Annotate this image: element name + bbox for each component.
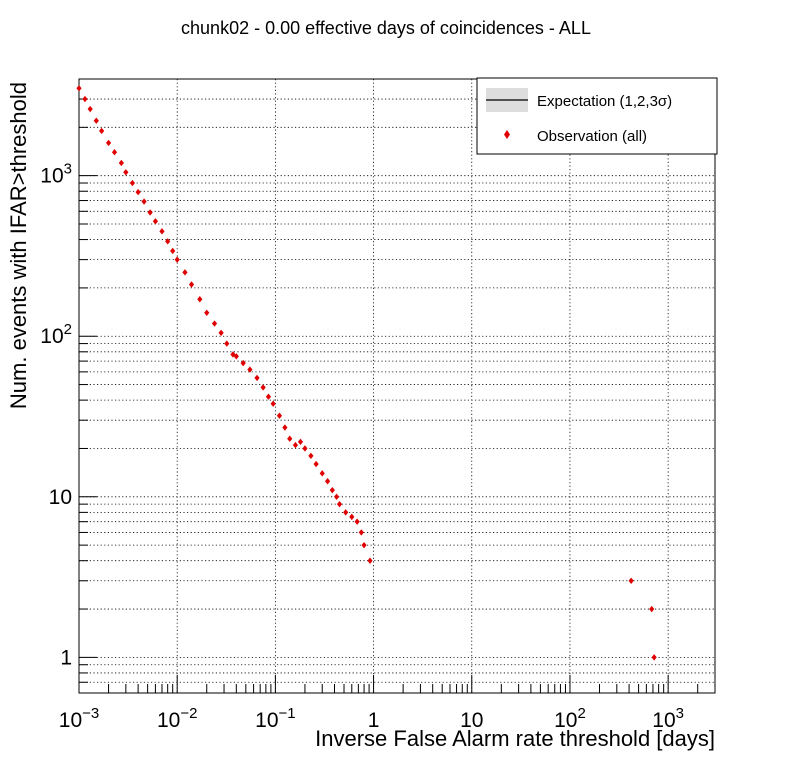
observation-point	[147, 209, 153, 216]
observation-point	[319, 470, 325, 477]
observation-point	[358, 529, 364, 536]
observation-point	[218, 329, 224, 337]
x-tick-labels: 10−3 10−2 10−1 1 10 102 103	[59, 705, 684, 732]
observation-point	[270, 400, 276, 407]
observation-point	[287, 435, 293, 442]
chart-title: chunk02 - 0.00 effective days of coincid…	[181, 18, 591, 38]
observation-point	[197, 296, 203, 303]
observation-point	[276, 412, 283, 419]
y-tick-label: 103	[40, 161, 72, 188]
y-tick-label: 102	[40, 321, 72, 348]
observation-point	[247, 366, 253, 373]
observation-point	[649, 605, 655, 613]
y-tick-label: 10	[49, 486, 72, 509]
observation-points	[76, 85, 657, 661]
observation-point	[152, 218, 159, 225]
observation-point	[260, 384, 266, 391]
observation-point	[333, 493, 340, 501]
x-tick-label: 103	[652, 705, 684, 732]
observation-point	[188, 281, 195, 288]
observation-point	[354, 518, 360, 525]
observation-point	[336, 500, 343, 508]
observation-point	[282, 424, 288, 431]
observation-point	[367, 557, 373, 564]
x-axis-label: Inverse False Alarm rate threshold [days…	[315, 726, 715, 751]
plot-frame	[78, 78, 716, 694]
observation-point	[87, 105, 93, 113]
x-tick-label: 1	[368, 709, 380, 732]
y-axis-label: Num. events with IFAR>threshold	[6, 82, 31, 409]
observation-point	[361, 541, 367, 549]
y-tick-labels: 1 10 102 103	[40, 161, 72, 670]
observation-point	[211, 320, 218, 327]
observation-point	[233, 353, 239, 360]
observation-point	[165, 238, 171, 245]
observation-point	[297, 438, 304, 446]
x-tick-label: 10−3	[59, 705, 99, 732]
observation-point	[324, 478, 331, 485]
x-tick-label: 10−2	[157, 705, 197, 732]
legend-observation-label: Observation (all)	[537, 128, 647, 145]
legend-expectation-label: Expectation (1,2,3σ)	[537, 93, 672, 110]
observation-point	[628, 577, 634, 584]
observation-point	[159, 228, 165, 235]
observation-point	[254, 374, 260, 382]
observation-point	[182, 269, 188, 276]
observation-point	[76, 85, 82, 92]
observation-point	[292, 441, 299, 449]
ticks-layer	[78, 78, 716, 694]
observation-point	[135, 188, 141, 196]
x-tick-label: 10−1	[255, 705, 295, 732]
observation-point	[302, 445, 308, 452]
legend: Expectation (1,2,3σ) Observation (all)	[476, 77, 718, 155]
observation-point	[313, 460, 319, 468]
grid-layer	[78, 78, 715, 694]
observation-point	[174, 256, 180, 263]
observation-point	[343, 509, 349, 516]
observation-point	[105, 139, 112, 147]
observation-point	[308, 452, 314, 460]
observation-point	[123, 169, 129, 176]
observation-point	[651, 654, 657, 661]
y-tick-label: 1	[60, 646, 72, 669]
x-tick-label: 10	[460, 709, 483, 732]
observation-point	[329, 486, 335, 494]
observation-point	[349, 513, 355, 521]
x-tick-label: 102	[554, 705, 586, 732]
observation-point	[93, 117, 99, 124]
observation-point	[265, 393, 272, 400]
observation-point	[240, 359, 246, 367]
observation-point	[99, 127, 105, 135]
observation-point	[118, 159, 124, 167]
observation-point	[111, 149, 118, 156]
observation-point	[82, 95, 88, 103]
legend-observation-marker	[504, 130, 510, 139]
observation-point	[141, 198, 147, 205]
observation-point	[129, 179, 136, 187]
observation-point	[204, 309, 210, 316]
observation-point	[170, 247, 176, 255]
observation-point	[224, 340, 230, 347]
